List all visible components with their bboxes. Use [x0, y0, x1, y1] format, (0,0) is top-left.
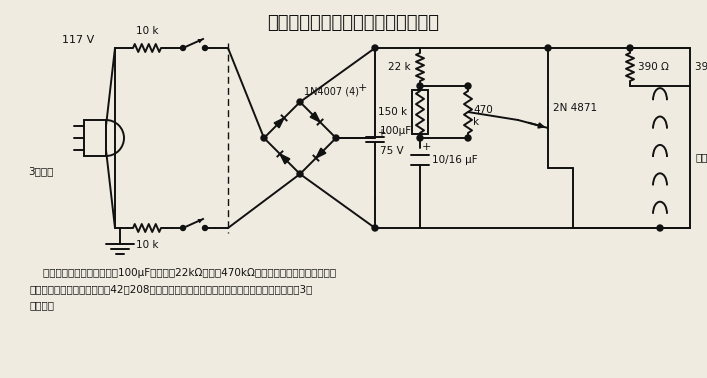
- Text: 决定，速率变化范围为每分钟42～208拍。为了安全起见，电路应置于绝缘盒中或接地（使用3芯: 决定，速率变化范围为每分钟42～208拍。为了安全起见，电路应置于绝缘盒中或接地…: [30, 284, 313, 294]
- Text: 3芯电缆: 3芯电缆: [28, 166, 53, 176]
- Text: 117 V: 117 V: [62, 35, 94, 45]
- Text: 单结晶体管振荡器的频率由100μF电容器和22kΩ电阻、470kΩ电阻、电位器三者的有效阻值: 单结晶体管振荡器的频率由100μF电容器和22kΩ电阻、470kΩ电阻、电位器三…: [30, 268, 336, 278]
- Polygon shape: [274, 118, 284, 128]
- Text: 10/16 μF: 10/16 μF: [432, 155, 478, 165]
- Text: 22 k: 22 k: [388, 62, 411, 72]
- Circle shape: [627, 45, 633, 51]
- Wedge shape: [106, 120, 124, 156]
- Circle shape: [297, 99, 303, 105]
- Text: 75 V: 75 V: [380, 146, 404, 156]
- Polygon shape: [280, 154, 290, 164]
- Text: +: +: [377, 127, 385, 138]
- Circle shape: [465, 83, 471, 89]
- Bar: [84, 120, 106, 156]
- Text: k: k: [473, 117, 479, 127]
- Circle shape: [372, 225, 378, 231]
- Text: 470: 470: [473, 105, 493, 115]
- Polygon shape: [310, 112, 320, 122]
- Text: +: +: [422, 142, 431, 152]
- Circle shape: [202, 45, 207, 51]
- Text: 扬声器: 扬声器: [695, 152, 707, 162]
- Text: 由交流电网运行的单结晶体管节拍器: 由交流电网运行的单结晶体管节拍器: [267, 14, 439, 32]
- Circle shape: [657, 225, 663, 231]
- Circle shape: [180, 45, 185, 51]
- Circle shape: [465, 135, 471, 141]
- Text: 100μF: 100μF: [380, 126, 412, 136]
- Text: 电缆）。: 电缆）。: [30, 300, 55, 310]
- Text: 10 k: 10 k: [136, 240, 158, 250]
- Text: 150 k: 150 k: [378, 107, 407, 117]
- Polygon shape: [316, 148, 326, 158]
- Circle shape: [297, 171, 303, 177]
- Text: 390 Ω: 390 Ω: [695, 62, 707, 72]
- Circle shape: [202, 226, 207, 231]
- Text: 390 Ω: 390 Ω: [638, 62, 669, 72]
- Circle shape: [261, 135, 267, 141]
- Text: 2N 4871: 2N 4871: [553, 103, 597, 113]
- Circle shape: [417, 83, 423, 89]
- Circle shape: [180, 226, 185, 231]
- Text: +: +: [358, 83, 367, 93]
- Bar: [412, 90, 428, 134]
- Text: 1N4007 (4): 1N4007 (4): [304, 86, 359, 96]
- Circle shape: [417, 135, 423, 141]
- Text: 10 k: 10 k: [136, 26, 158, 36]
- Circle shape: [545, 45, 551, 51]
- Circle shape: [333, 135, 339, 141]
- Circle shape: [372, 45, 378, 51]
